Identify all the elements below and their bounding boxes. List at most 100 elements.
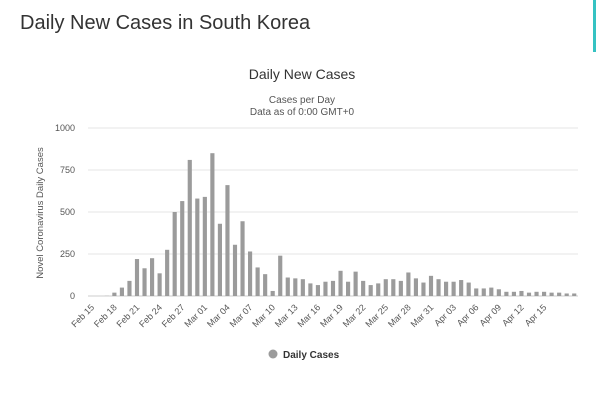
- bar[interactable]: [534, 291, 539, 296]
- bar[interactable]: [300, 279, 305, 296]
- x-tick-label: Apr 15: [523, 302, 549, 328]
- x-tick-label: Mar 10: [250, 302, 277, 329]
- bar[interactable]: [112, 292, 117, 296]
- bar[interactable]: [263, 274, 268, 296]
- bar[interactable]: [549, 292, 554, 296]
- legend[interactable]: Daily Cases: [268, 349, 340, 362]
- x-tick-label: Mar 01: [182, 302, 209, 329]
- y-tick-label: 0: [70, 291, 75, 301]
- y-tick-label: 1000: [55, 123, 75, 133]
- bar[interactable]: [511, 291, 516, 296]
- bar[interactable]: [542, 291, 547, 296]
- bar[interactable]: [278, 255, 283, 296]
- chart-title: Daily New Cases: [249, 66, 356, 82]
- bar[interactable]: [361, 280, 366, 296]
- bar[interactable]: [285, 277, 290, 296]
- bar[interactable]: [436, 279, 441, 296]
- x-tick-label: Apr 12: [500, 302, 526, 328]
- bar[interactable]: [315, 285, 320, 296]
- bar[interactable]: [165, 249, 170, 296]
- bar[interactable]: [270, 290, 275, 296]
- accent-bar: [593, 0, 596, 52]
- x-tick-label: Apr 03: [432, 302, 458, 328]
- x-tick-label: Feb 18: [92, 302, 119, 329]
- bar[interactable]: [564, 293, 569, 296]
- y-tick-label: 500: [60, 207, 75, 217]
- bar[interactable]: [150, 258, 155, 296]
- x-tick-label: Feb 24: [137, 302, 164, 329]
- bar[interactable]: [248, 251, 253, 296]
- x-tick-label: Mar 25: [363, 302, 390, 329]
- x-tick-label: Feb 15: [69, 302, 96, 329]
- x-tick-label: Apr 06: [455, 302, 481, 328]
- bar[interactable]: [526, 292, 532, 296]
- legend-label: Daily Cases: [283, 350, 340, 361]
- legend-marker: [268, 349, 278, 359]
- bar[interactable]: [308, 283, 313, 296]
- bar[interactable]: [187, 159, 192, 296]
- bar[interactable]: [180, 201, 185, 296]
- x-tick-label: Mar 19: [318, 302, 345, 329]
- bar[interactable]: [127, 280, 132, 296]
- y-tick-label: 750: [60, 165, 75, 175]
- bar[interactable]: [240, 221, 245, 296]
- bar[interactable]: [466, 282, 471, 296]
- x-tick-label: Mar 22: [341, 302, 368, 329]
- x-tick-label: Mar 13: [273, 302, 300, 329]
- bar[interactable]: [383, 279, 388, 296]
- bar[interactable]: [172, 212, 177, 296]
- bar[interactable]: [376, 283, 381, 296]
- bar[interactable]: [406, 272, 411, 296]
- bar[interactable]: [232, 244, 238, 296]
- x-tick-label: Mar 04: [205, 302, 232, 329]
- bar[interactable]: [119, 287, 124, 296]
- bar[interactable]: [504, 291, 509, 296]
- bar[interactable]: [398, 280, 403, 296]
- bar[interactable]: [368, 285, 373, 296]
- y-axis-label: Novel Coronavirus Daily Cases: [35, 147, 46, 279]
- x-tick-label: Mar 31: [409, 302, 436, 329]
- bar[interactable]: [225, 185, 230, 296]
- x-tick-label: Apr 09: [477, 302, 503, 328]
- bar[interactable]: [489, 287, 494, 296]
- bar[interactable]: [519, 290, 524, 296]
- bar[interactable]: [459, 280, 464, 296]
- bar[interactable]: [428, 275, 434, 296]
- bar[interactable]: [391, 279, 396, 296]
- bar[interactable]: [557, 292, 562, 296]
- bar[interactable]: [338, 270, 343, 296]
- bar[interactable]: [481, 288, 486, 296]
- bar[interactable]: [444, 281, 449, 296]
- bar[interactable]: [202, 196, 207, 296]
- bar[interactable]: [323, 281, 328, 296]
- bar[interactable]: [421, 282, 426, 296]
- bar[interactable]: [474, 288, 479, 296]
- chart-subtitle: Cases per Day: [269, 95, 335, 106]
- bar[interactable]: [195, 198, 200, 296]
- bar[interactable]: [572, 293, 577, 296]
- bars: [104, 153, 577, 296]
- bar[interactable]: [330, 280, 336, 296]
- bar[interactable]: [210, 153, 215, 296]
- page-title: Daily New Cases in South Korea: [20, 12, 311, 34]
- x-tick-label: Mar 07: [228, 302, 255, 329]
- x-tick-label: Mar 16: [295, 302, 322, 329]
- bar[interactable]: [451, 281, 456, 296]
- bar[interactable]: [134, 259, 140, 296]
- x-tick-label: Mar 28: [386, 302, 413, 329]
- bar[interactable]: [293, 278, 298, 296]
- x-tick-label: Feb 21: [115, 302, 142, 329]
- bar[interactable]: [157, 273, 162, 296]
- bar[interactable]: [413, 278, 418, 296]
- bar[interactable]: [496, 289, 501, 296]
- chart-subtitle-date: Data as of 0:00 GMT+0: [250, 107, 355, 118]
- bar[interactable]: [217, 223, 222, 296]
- bar[interactable]: [353, 271, 358, 296]
- bar[interactable]: [255, 267, 260, 296]
- x-tick-label: Feb 27: [160, 302, 187, 329]
- bar[interactable]: [142, 268, 147, 296]
- bar[interactable]: [346, 281, 351, 296]
- grid-lines: [88, 127, 578, 297]
- y-tick-labels: 0 250 500 750 1000: [55, 123, 75, 301]
